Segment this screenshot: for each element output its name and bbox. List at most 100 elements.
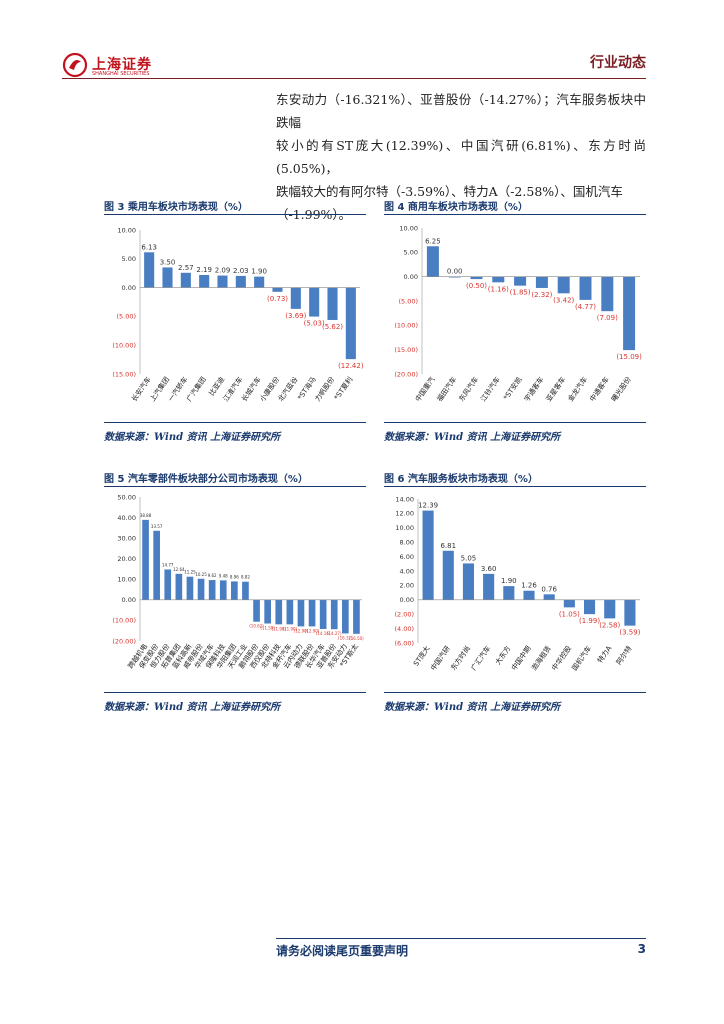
chart-bar xyxy=(623,276,636,351)
bar-value-label: (1.05) xyxy=(559,610,580,618)
category-label: 宇通客车 xyxy=(522,375,545,403)
y-tick-label: (6.00) xyxy=(394,639,414,647)
bar-value-label: 8.82 xyxy=(241,575,250,580)
category-label: ST庞大 xyxy=(411,644,431,668)
document-type: 行业动态 xyxy=(590,55,646,71)
figure-3-source: 数据来源：Wind 资讯 上海证券研究所 xyxy=(104,432,281,443)
chart-bar xyxy=(144,252,155,288)
y-tick-label: 10.00 xyxy=(395,524,414,532)
bar-value-label: 1.90 xyxy=(501,577,517,585)
bar-value-label: 2.19 xyxy=(196,266,212,274)
logo-text: 上海证券 xyxy=(92,57,152,73)
header-divider xyxy=(62,78,646,79)
y-tick-label: (5.00) xyxy=(398,297,418,305)
category-label: 中通客车 xyxy=(588,375,611,403)
logo-subtext: SHANGHAI SECURITIES xyxy=(92,71,150,77)
category-label: 广汇汽车 xyxy=(469,644,492,672)
chart-bar xyxy=(483,573,495,600)
chart-bar xyxy=(199,274,210,288)
bar-value-label: 38.88 xyxy=(140,513,152,518)
body-line: 东安动力（-16.321%）、亚普股份（-14.27%）；汽车服务板块中跌幅 xyxy=(276,92,646,130)
figure-6-source: 数据来源：Wind 资讯 上海证券研究所 xyxy=(384,702,561,713)
bar-value-label: (11.50) xyxy=(260,626,275,631)
bar-value-label: (1.99) xyxy=(579,617,600,625)
figure-5-bottom-rule xyxy=(104,692,366,693)
page-number: 3 xyxy=(637,942,646,956)
y-tick-label: (10.00) xyxy=(394,322,418,330)
chart-bar xyxy=(448,276,461,278)
chart-bar xyxy=(308,599,316,627)
figure-6-title: 图 6 汽车服务板块市场表现（%） xyxy=(384,474,538,485)
chart-bar xyxy=(462,563,475,600)
category-label: *ST安凯 xyxy=(501,375,523,402)
figure-4-title: 图 4 商用车板块市场表现（%） xyxy=(384,202,528,213)
y-tick-label: (10.00) xyxy=(112,342,136,350)
y-tick-label: 2.00 xyxy=(400,582,414,590)
chart-bar xyxy=(186,576,194,600)
chart-bar xyxy=(345,287,356,360)
y-tick-label: 30.00 xyxy=(117,534,136,542)
body-paragraph: 东安动力（-16.321%）、亚普股份（-14.27%）；汽车服务板块中跌幅 较… xyxy=(276,88,646,226)
bar-value-label: (11.90) xyxy=(271,626,286,631)
chart-bar xyxy=(297,599,305,627)
chart-bar xyxy=(242,581,249,600)
bar-value-label: (4.77) xyxy=(575,303,596,311)
bar-value-label: 6.13 xyxy=(141,243,157,251)
chart-bar xyxy=(583,599,596,615)
category-label: 金龙汽车 xyxy=(566,375,589,403)
chart-bar xyxy=(290,287,301,309)
category-label: 比亚迪 xyxy=(207,375,226,397)
y-tick-label: (4.00) xyxy=(394,625,414,633)
figure-3-bottom-rule xyxy=(104,422,366,423)
category-label: 阿尔特 xyxy=(614,644,633,666)
category-label: 福田汽车 xyxy=(435,375,458,403)
bar-value-label: (3.69) xyxy=(285,312,306,320)
bar-value-label: (2.58) xyxy=(599,621,620,629)
y-tick-label: (15.00) xyxy=(394,346,418,354)
chart-bar xyxy=(319,599,327,629)
chart-auto-services: 14.00 12.00 10.00 8.00 6.00 4.00 2.00 0.00 (2.00… xyxy=(394,495,640,672)
bar-value-label: 1.26 xyxy=(521,582,537,590)
y-tick-label: 20.00 xyxy=(117,555,136,563)
bar-value-label: 9.62 xyxy=(208,573,217,578)
bar-value-label: (5.03) xyxy=(304,320,325,328)
footer-disclaimer: 请务必阅读尾页重要声明 xyxy=(276,944,409,958)
y-tick-label: 0.00 xyxy=(122,284,136,292)
chart-bar xyxy=(353,599,360,634)
bar-value-label: 14.77 xyxy=(162,562,174,567)
bar-value-label: 33.57 xyxy=(151,524,163,529)
bar-value-label: (12.42) xyxy=(338,362,364,370)
chart-bar xyxy=(514,276,527,286)
y-tick-label: 40.00 xyxy=(117,514,136,522)
chart-bar xyxy=(330,599,338,630)
figure-4-bottom-rule xyxy=(384,422,646,423)
bar-value-label: 6.81 xyxy=(440,542,456,550)
body-line: 跌幅较大的有阿尔特（-3.59%）、特力A（-2.58%）、国机汽车 xyxy=(276,184,623,199)
y-tick-label: (2.00) xyxy=(394,611,414,619)
chart-bar xyxy=(327,287,338,320)
bar-value-label: (5.62) xyxy=(322,323,343,331)
chart-bar xyxy=(197,578,205,600)
bar-value-label: (12.90) xyxy=(305,628,320,633)
figure-6-top-rule xyxy=(384,486,646,487)
chart-bar xyxy=(557,276,570,294)
chart-bar xyxy=(470,276,483,280)
y-tick-label: 0.00 xyxy=(404,273,418,281)
bar-value-label: 5.05 xyxy=(461,554,477,562)
footer-divider xyxy=(276,938,646,939)
figure-5-title: 图 5 汽车零部件板块部分公司市场表现（%） xyxy=(104,474,308,485)
y-tick-label: 10.00 xyxy=(117,576,136,584)
y-tick-label: 0.00 xyxy=(122,596,136,604)
bar-value-label: 2.57 xyxy=(178,264,194,272)
chart-auto-parts: 50.00 40.00 30.00 20.00 10.00 0.00 (10.00) (20.… xyxy=(112,493,364,670)
chart-bar xyxy=(492,276,505,283)
y-tick-label: 6.00 xyxy=(400,553,414,561)
figure-3-title: 图 3 乘用车板块市场表现（%） xyxy=(104,202,248,213)
y-tick-label: (5.00) xyxy=(116,313,136,321)
chart-bar xyxy=(563,599,575,608)
bar-value-label: 11.25 xyxy=(184,570,196,575)
category-label: 特力A xyxy=(595,644,613,665)
bar-value-label: (16.50) xyxy=(349,636,364,641)
chart-bar xyxy=(442,550,454,600)
chart-bar xyxy=(235,275,246,288)
